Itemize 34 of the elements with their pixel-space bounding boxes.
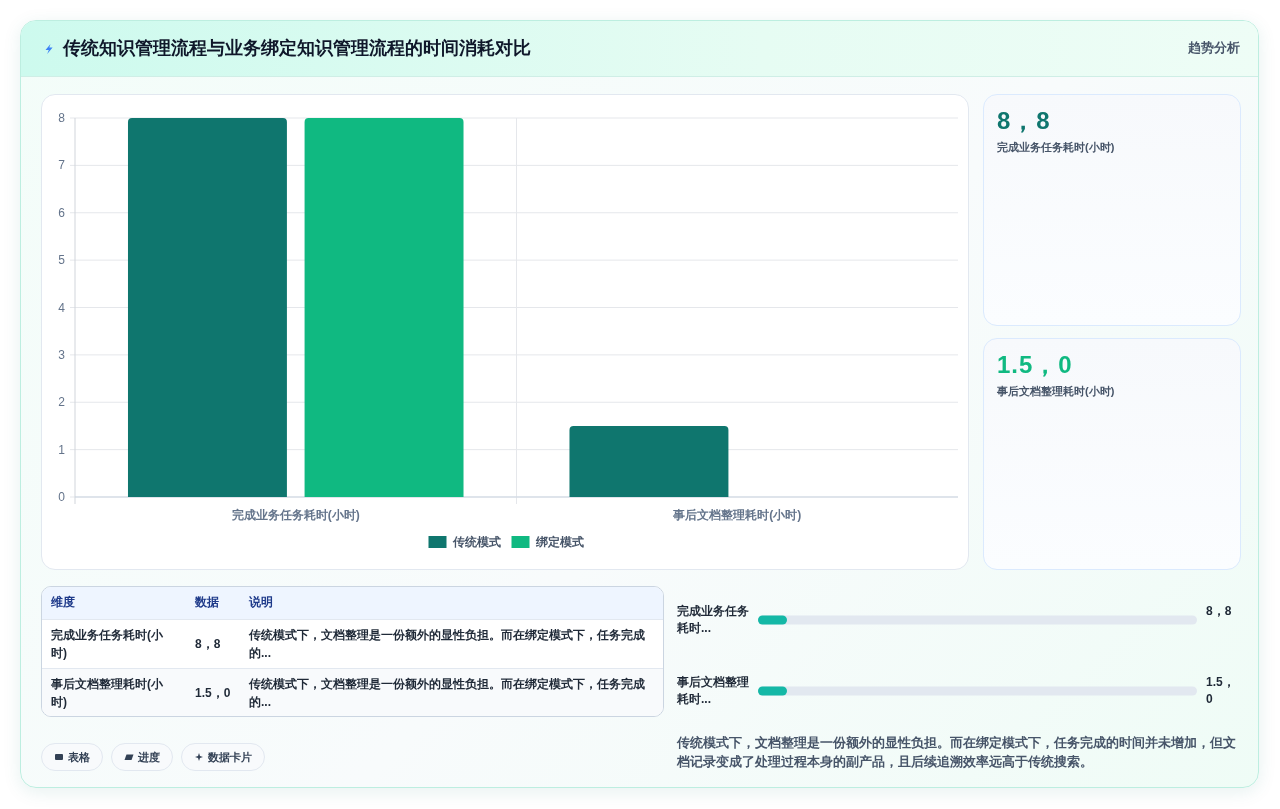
y-tick-label: 6 (58, 205, 66, 220)
text: 1.5，0 (997, 350, 1073, 380)
text: 数据卡片 (208, 749, 252, 765)
text: 8，8 (997, 106, 1051, 136)
text: 完成业务任务耗时(小时) (42, 619, 186, 668)
text: 完成业务任务耗时(小时) (997, 140, 1115, 155)
y-tick-label: 3 (58, 347, 66, 362)
y-tick-label: 4 (58, 300, 66, 315)
text: 传统模式下，文档整理是一份额外的显性负担。而在绑定模式下，任务完成的时间并未增加，但文档记录变成了处理过程本身的副产品，且后续追溯效率远高于传统搜索。 (677, 734, 1237, 771)
legend-label: 传统模式 (451, 535, 501, 549)
text: 维度 (42, 587, 186, 619)
y-tick-label: 0 (58, 490, 66, 504)
y-tick-label: 5 (58, 253, 66, 268)
text: 数据 (186, 587, 240, 619)
text: 趋势分析 (1188, 40, 1240, 57)
chart-title: 传统知识管理流程与业务绑定知识管理流程的时间消耗对比 (63, 37, 531, 60)
y-tick-label: 1 (58, 442, 66, 457)
text: 事后文档整理耗时(小时) (42, 668, 186, 717)
text: 进度 (138, 749, 160, 765)
legend-label: 绑定模式 (534, 535, 584, 549)
text: 事后文档整理耗时(小时) (997, 384, 1115, 399)
y-tick-label: 8 (58, 111, 66, 125)
text: 传统模式下，文档整理是一份额外的显性负担。而在绑定模式下，任务完成的... (240, 668, 663, 717)
y-tick-label: 2 (58, 395, 66, 410)
text: 传统模式下，文档整理是一份额外的显性负担。而在绑定模式下，任务完成的... (240, 619, 663, 668)
text: 表格 (68, 749, 90, 765)
text: 8，8 (186, 619, 240, 668)
text: 事后文档整理耗时... (677, 674, 750, 708)
y-tick-label: 7 (58, 158, 66, 173)
text: 8，8 (1206, 603, 1233, 620)
text: 完成业务任务耗时... (677, 603, 750, 637)
text: 1.5，0 (1206, 674, 1236, 708)
text: 说明 (240, 587, 663, 619)
text: 1.5，0 (186, 668, 240, 717)
